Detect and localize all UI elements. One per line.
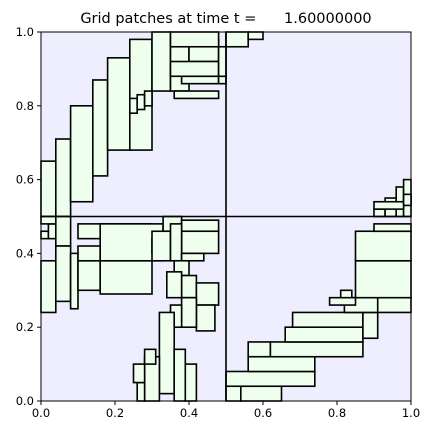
grid-patch — [136, 381, 146, 402]
grid-patch — [54, 215, 72, 247]
grid-patch — [195, 282, 220, 306]
grid-patch — [173, 90, 220, 100]
grid-patch — [47, 223, 57, 240]
grid-patch — [354, 230, 412, 262]
grid-patch — [180, 252, 205, 262]
grid-patch — [373, 223, 412, 233]
grid-patch — [106, 57, 131, 151]
y-tick-label: 0.0 — [16, 394, 34, 408]
grid-patch — [373, 200, 405, 210]
grid-patch — [376, 296, 412, 314]
grid-patch — [180, 274, 198, 299]
grid-patch — [180, 230, 220, 255]
patch-layer — [40, 31, 412, 402]
x-axis: 0.0 0.2 0.4 0.6 0.8 1.0 — [32, 401, 420, 420]
grid-patch — [240, 385, 283, 402]
y-tick-label: 0.4 — [16, 246, 34, 260]
chart-title: Grid patches at time t = 1.60000000 — [80, 11, 371, 27]
grid-patch — [247, 341, 272, 358]
grid-patch — [40, 259, 57, 314]
grid-patch — [169, 31, 220, 48]
y-tick-label: 0.8 — [16, 99, 34, 113]
grid-patch — [54, 245, 72, 303]
grid-patch — [284, 326, 364, 343]
grid-patch — [180, 75, 220, 85]
grid-patch — [151, 31, 172, 92]
grid-patch — [402, 193, 412, 207]
grid-patch — [129, 97, 139, 114]
grid-patch — [328, 296, 357, 306]
y-axis: 0.0 0.2 0.4 0.6 0.8 1.0 — [16, 25, 41, 408]
grid-patch — [166, 271, 183, 299]
grid-patch — [92, 79, 109, 177]
grid-patch — [180, 219, 220, 233]
level1-boundary-layer — [41, 32, 411, 401]
grid-patch — [217, 45, 227, 78]
grid-patch — [40, 160, 57, 218]
grid-patch — [339, 289, 353, 299]
y-tick-label: 0.2 — [16, 320, 34, 334]
x-tick-label: 0.4 — [180, 406, 198, 420]
grid-patch — [373, 208, 386, 218]
grid-patch — [169, 223, 183, 262]
grid-patch — [173, 348, 187, 402]
grid-patch — [40, 215, 57, 225]
grid-patch — [143, 348, 157, 365]
grid-patch — [69, 105, 94, 203]
grid-patch — [247, 31, 264, 41]
x-tick-label: 0.2 — [106, 406, 124, 420]
grid-patch — [99, 259, 153, 295]
grid-patch — [184, 363, 198, 402]
grid-patch — [247, 355, 316, 373]
grid-patch — [143, 90, 153, 107]
grid-patch — [77, 245, 102, 262]
grid-patch — [77, 259, 102, 292]
grid-patch — [40, 230, 50, 240]
grid-patch — [54, 138, 72, 218]
grid-patch — [136, 93, 146, 111]
grid-patch — [169, 60, 220, 78]
y-tick-label: 0.6 — [16, 173, 34, 187]
grid-patch — [195, 304, 216, 332]
grid-patch — [354, 259, 412, 299]
grid-patch — [225, 370, 316, 388]
grid-patch — [225, 385, 242, 402]
grid-patch — [151, 230, 172, 262]
grid-patch — [217, 75, 227, 85]
grid-patch — [158, 311, 175, 395]
axes-frame — [40, 31, 412, 402]
grid-patch — [180, 296, 198, 328]
y-tick-label: 1.0 — [16, 25, 34, 39]
x-tick-label: 0.0 — [32, 406, 50, 420]
grid-patch — [269, 341, 364, 358]
grid-patch — [69, 252, 79, 310]
grid-patch — [132, 363, 146, 384]
grid-patch — [225, 31, 250, 48]
grid-patch — [291, 311, 364, 329]
x-tick-label: 1.0 — [402, 406, 420, 420]
x-tick-label: 0.6 — [254, 406, 272, 420]
grid-patch — [362, 311, 379, 340]
x-tick-label: 0.8 — [328, 406, 346, 420]
